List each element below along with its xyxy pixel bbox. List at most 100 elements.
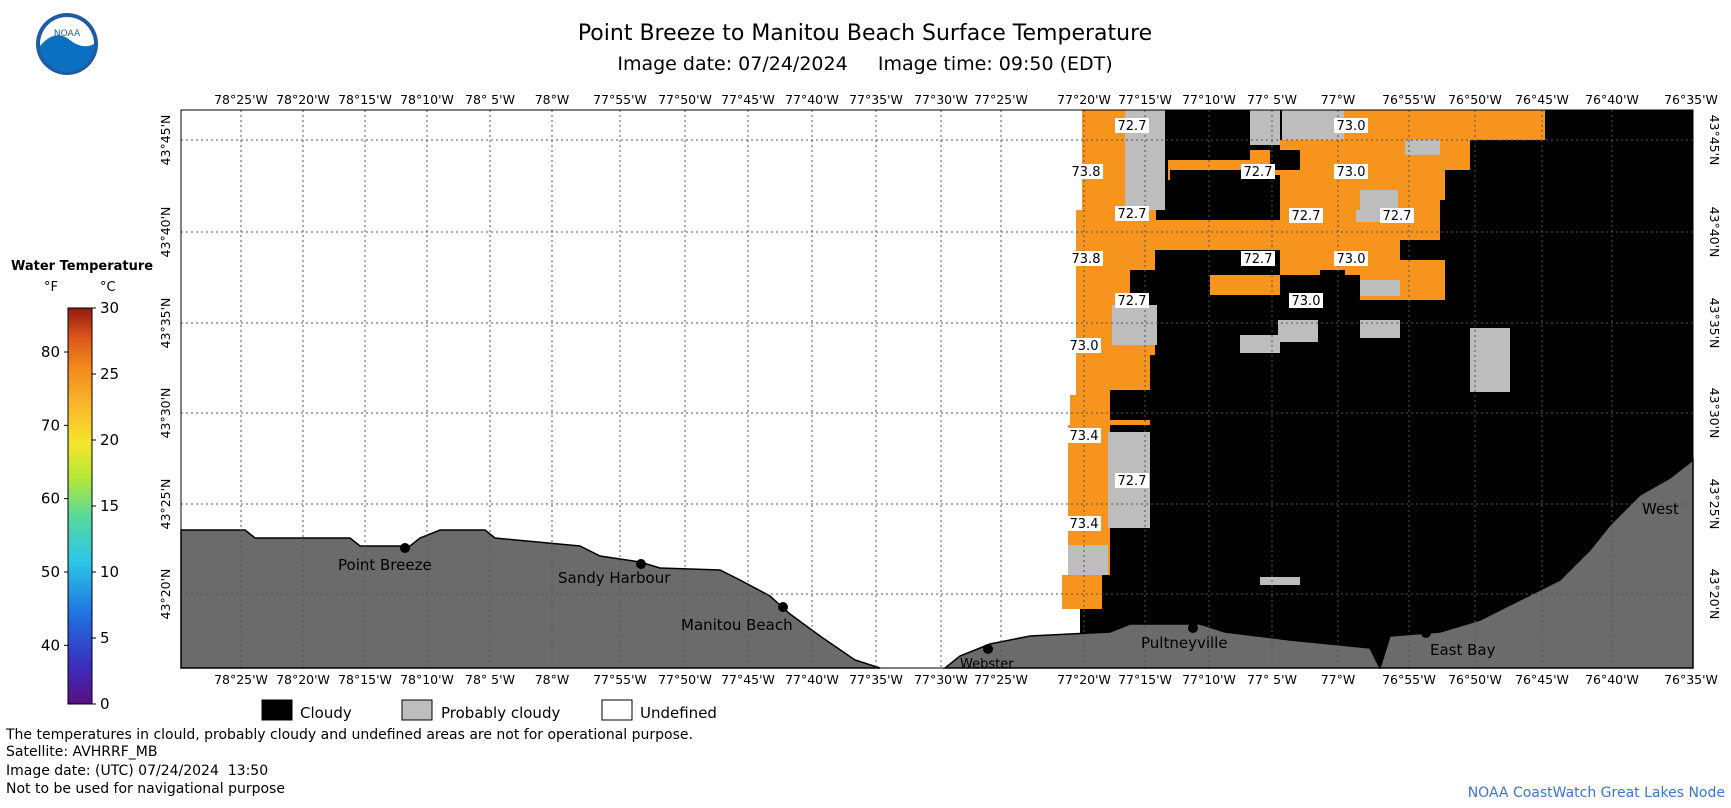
longitude-tick-label: 77°W xyxy=(1321,672,1356,687)
marker-west xyxy=(1627,488,1637,498)
longitude-tick-label: 77°20'W xyxy=(1057,92,1111,107)
longitude-tick-label: 78°20'W xyxy=(276,672,330,687)
temperature-value-label: 73.0 xyxy=(1337,165,1366,180)
south-shore-land xyxy=(180,529,881,669)
legend-c-tick-label: 0 xyxy=(100,695,110,713)
longitude-tick-label: 77°35'W xyxy=(849,672,903,687)
map-subtitle: Image date: 07/24/2024 Image time: 09:50… xyxy=(617,53,1112,75)
temperature-label-bg xyxy=(1334,251,1368,266)
legend-swatch-cloudy xyxy=(261,699,293,721)
longitude-tick-label: 76°55'W xyxy=(1382,92,1436,107)
temperature-label-bg xyxy=(1067,428,1101,443)
temperature-value-label: 73.0 xyxy=(1070,339,1099,354)
place-point-breeze: Point Breeze xyxy=(338,556,432,574)
latitude-tick-label: 43°25'N xyxy=(158,479,173,530)
longitude-tick-label: 78°25'W xyxy=(214,92,268,107)
legend-f-tick-label: 60 xyxy=(41,490,60,508)
longitude-tick-label: 77°50'W xyxy=(658,92,712,107)
temperature-value-label: 73.0 xyxy=(1292,294,1321,309)
latitude-labels-left: 43°45'N 43°40'N 43°35'N 43°30'N 43°25'N 43°20… xyxy=(158,115,173,620)
legend-celsius-ticks: 30 25 20 15 10 5 0 xyxy=(92,299,119,713)
longitude-tick-label: 77°30'W xyxy=(914,92,968,107)
temperature-label-bg xyxy=(1115,118,1149,133)
temperature-value-label: 73.0 xyxy=(1337,119,1366,134)
longitude-tick-label: 76°40'W xyxy=(1585,672,1639,687)
longitude-tick-label: 77°35'W xyxy=(849,92,903,107)
map-area: Point Breeze Sandy Harbour Manitou Beach… xyxy=(180,109,1694,672)
legend-f-tick-label: 80 xyxy=(41,343,60,361)
marker-pultneyville xyxy=(1188,623,1198,633)
latitude-tick-label: 43°45'N xyxy=(1707,115,1722,166)
temperature-value-label: 73.8 xyxy=(1072,165,1101,180)
latitude-tick-label: 43°20'N xyxy=(1707,569,1722,620)
legend-c-tick-label: 15 xyxy=(100,497,119,515)
noaa-logo-text: NOAA xyxy=(54,29,81,39)
legend-c-tick-label: 20 xyxy=(100,431,119,449)
longitude-tick-label: 77°40'W xyxy=(785,92,839,107)
marker-webster xyxy=(983,644,993,654)
longitude-labels-bottom: 78°25'W 78°20'W 78°15'W 78°10'W 78° 5'W 78°W 7… xyxy=(214,672,1718,687)
longitude-tick-label: 78°W xyxy=(535,92,570,107)
legend-label-undefined: Undefined xyxy=(640,704,717,722)
temperature-label-bg xyxy=(1069,251,1103,266)
legend-unit-c: °C xyxy=(100,280,116,295)
latitude-tick-label: 43°20'N xyxy=(158,569,173,620)
temperature-label-bg xyxy=(1380,208,1414,223)
longitude-tick-label: 78°15'W xyxy=(338,672,392,687)
place-markers xyxy=(400,488,1637,654)
temperature-value-label: 72.7 xyxy=(1118,119,1147,134)
temperature-labels: 72.7 73.8 72.7 73.8 72.7 73.0 73.4 72.7 73.4 72.7… xyxy=(1067,118,1414,532)
place-pultneyville: Pultneyville xyxy=(1141,634,1228,652)
temperature-value-label: 73.4 xyxy=(1070,429,1099,444)
longitude-tick-label: 77°45'W xyxy=(721,672,775,687)
place-east-bay: East Bay xyxy=(1430,641,1496,659)
temperature-label-bg xyxy=(1241,164,1275,179)
longitude-tick-label: 76°45'W xyxy=(1515,672,1569,687)
legend-fahrenheit-ticks: 80 70 60 50 40 xyxy=(41,343,68,654)
longitude-tick-label: 78°25'W xyxy=(214,672,268,687)
longitude-tick-label: 76°50'W xyxy=(1448,672,1502,687)
marker-manitou-beach xyxy=(778,602,788,612)
longitude-tick-label: 77°45'W xyxy=(721,92,775,107)
longitude-tick-label: 77°10'W xyxy=(1182,92,1236,107)
latitude-tick-label: 43°35'N xyxy=(1707,298,1722,349)
longitude-tick-label: 77° 5'W xyxy=(1247,672,1297,687)
longitude-tick-label: 78°10'W xyxy=(400,672,454,687)
longitude-tick-label: 76°40'W xyxy=(1585,92,1639,107)
longitude-tick-label: 78°15'W xyxy=(338,92,392,107)
longitude-tick-label: 77°55'W xyxy=(593,92,647,107)
longitude-tick-label: 76°35'W xyxy=(1664,92,1718,107)
temperature-value-label: 73.4 xyxy=(1070,517,1099,532)
category-legend: Cloudy Probably cloudy Undefined xyxy=(261,699,717,722)
lat-lon-grid xyxy=(181,110,1693,668)
place-west: West xyxy=(1642,500,1679,518)
temperature-label-bg xyxy=(1067,338,1101,353)
legend-f-tick-label: 40 xyxy=(41,636,60,654)
longitude-tick-label: 77°25'W xyxy=(974,92,1028,107)
longitude-tick-label: 77°30'W xyxy=(914,672,968,687)
latitude-tick-label: 43°30'N xyxy=(1707,388,1722,439)
legend-title: Water Temperature xyxy=(11,259,153,274)
longitude-tick-label: 77°20'W xyxy=(1057,672,1111,687)
temperature-label-bg xyxy=(1115,206,1149,221)
temperature-label-bg xyxy=(1334,118,1368,133)
legend-colorbar xyxy=(67,307,93,705)
legend-c-tick-label: 5 xyxy=(100,629,110,647)
legend-label-cloudy: Cloudy xyxy=(300,704,352,722)
footer-satellite: Satellite: AVHRRF_MB xyxy=(6,744,157,760)
latitude-tick-label: 43°40'N xyxy=(1707,207,1722,258)
temperature-value-label: 72.7 xyxy=(1292,209,1321,224)
temperature-value-label: 72.7 xyxy=(1118,474,1147,489)
longitude-tick-label: 77° 5'W xyxy=(1247,92,1297,107)
longitude-tick-label: 77°15'W xyxy=(1118,672,1172,687)
latitude-tick-label: 43°45'N xyxy=(158,115,173,166)
marker-point-breeze xyxy=(400,543,410,553)
legend-c-tick-label: 30 xyxy=(100,299,119,317)
longitude-tick-label: 76°35'W xyxy=(1664,672,1718,687)
longitude-tick-label: 77°W xyxy=(1321,92,1356,107)
legend-label-probably-cloudy: Probably cloudy xyxy=(441,704,560,722)
longitude-tick-label: 77°50'W xyxy=(658,672,712,687)
temperature-value-label: 72.7 xyxy=(1383,209,1412,224)
temperature-value-label: 73.8 xyxy=(1072,252,1101,267)
